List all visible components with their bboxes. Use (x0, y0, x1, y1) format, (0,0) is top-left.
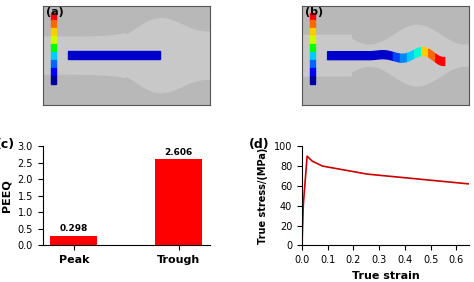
Text: (a): (a) (46, 7, 64, 17)
Bar (51, 36, 56, 44)
Bar (51, 52, 56, 60)
Bar (51, 44, 56, 52)
Bar (51, 28, 56, 36)
Bar (51, 68, 56, 76)
Bar (51, 60, 56, 68)
Text: 0.298: 0.298 (60, 224, 88, 233)
Bar (310, 36, 315, 44)
Bar (310, 44, 315, 52)
Bar (155, 159, 202, 245)
Text: (c): (c) (0, 138, 15, 151)
Bar (310, 52, 315, 60)
Y-axis label: True stress/(MPa): True stress/(MPa) (258, 148, 268, 244)
X-axis label: True strain: True strain (352, 271, 419, 281)
Bar (51, 13, 56, 21)
Bar (68, 51, 160, 59)
Bar (50, 235, 98, 245)
Bar (310, 76, 315, 84)
Bar (51, 21, 56, 28)
Bar (310, 21, 315, 28)
Bar (310, 68, 315, 76)
Text: 2.606: 2.606 (164, 148, 193, 157)
Bar (51, 76, 56, 84)
Text: (b): (b) (305, 7, 323, 17)
Text: (d): (d) (248, 138, 269, 151)
Y-axis label: PEEQ: PEEQ (2, 179, 12, 212)
Bar (310, 13, 315, 21)
Bar (310, 60, 315, 68)
Bar (310, 28, 315, 36)
